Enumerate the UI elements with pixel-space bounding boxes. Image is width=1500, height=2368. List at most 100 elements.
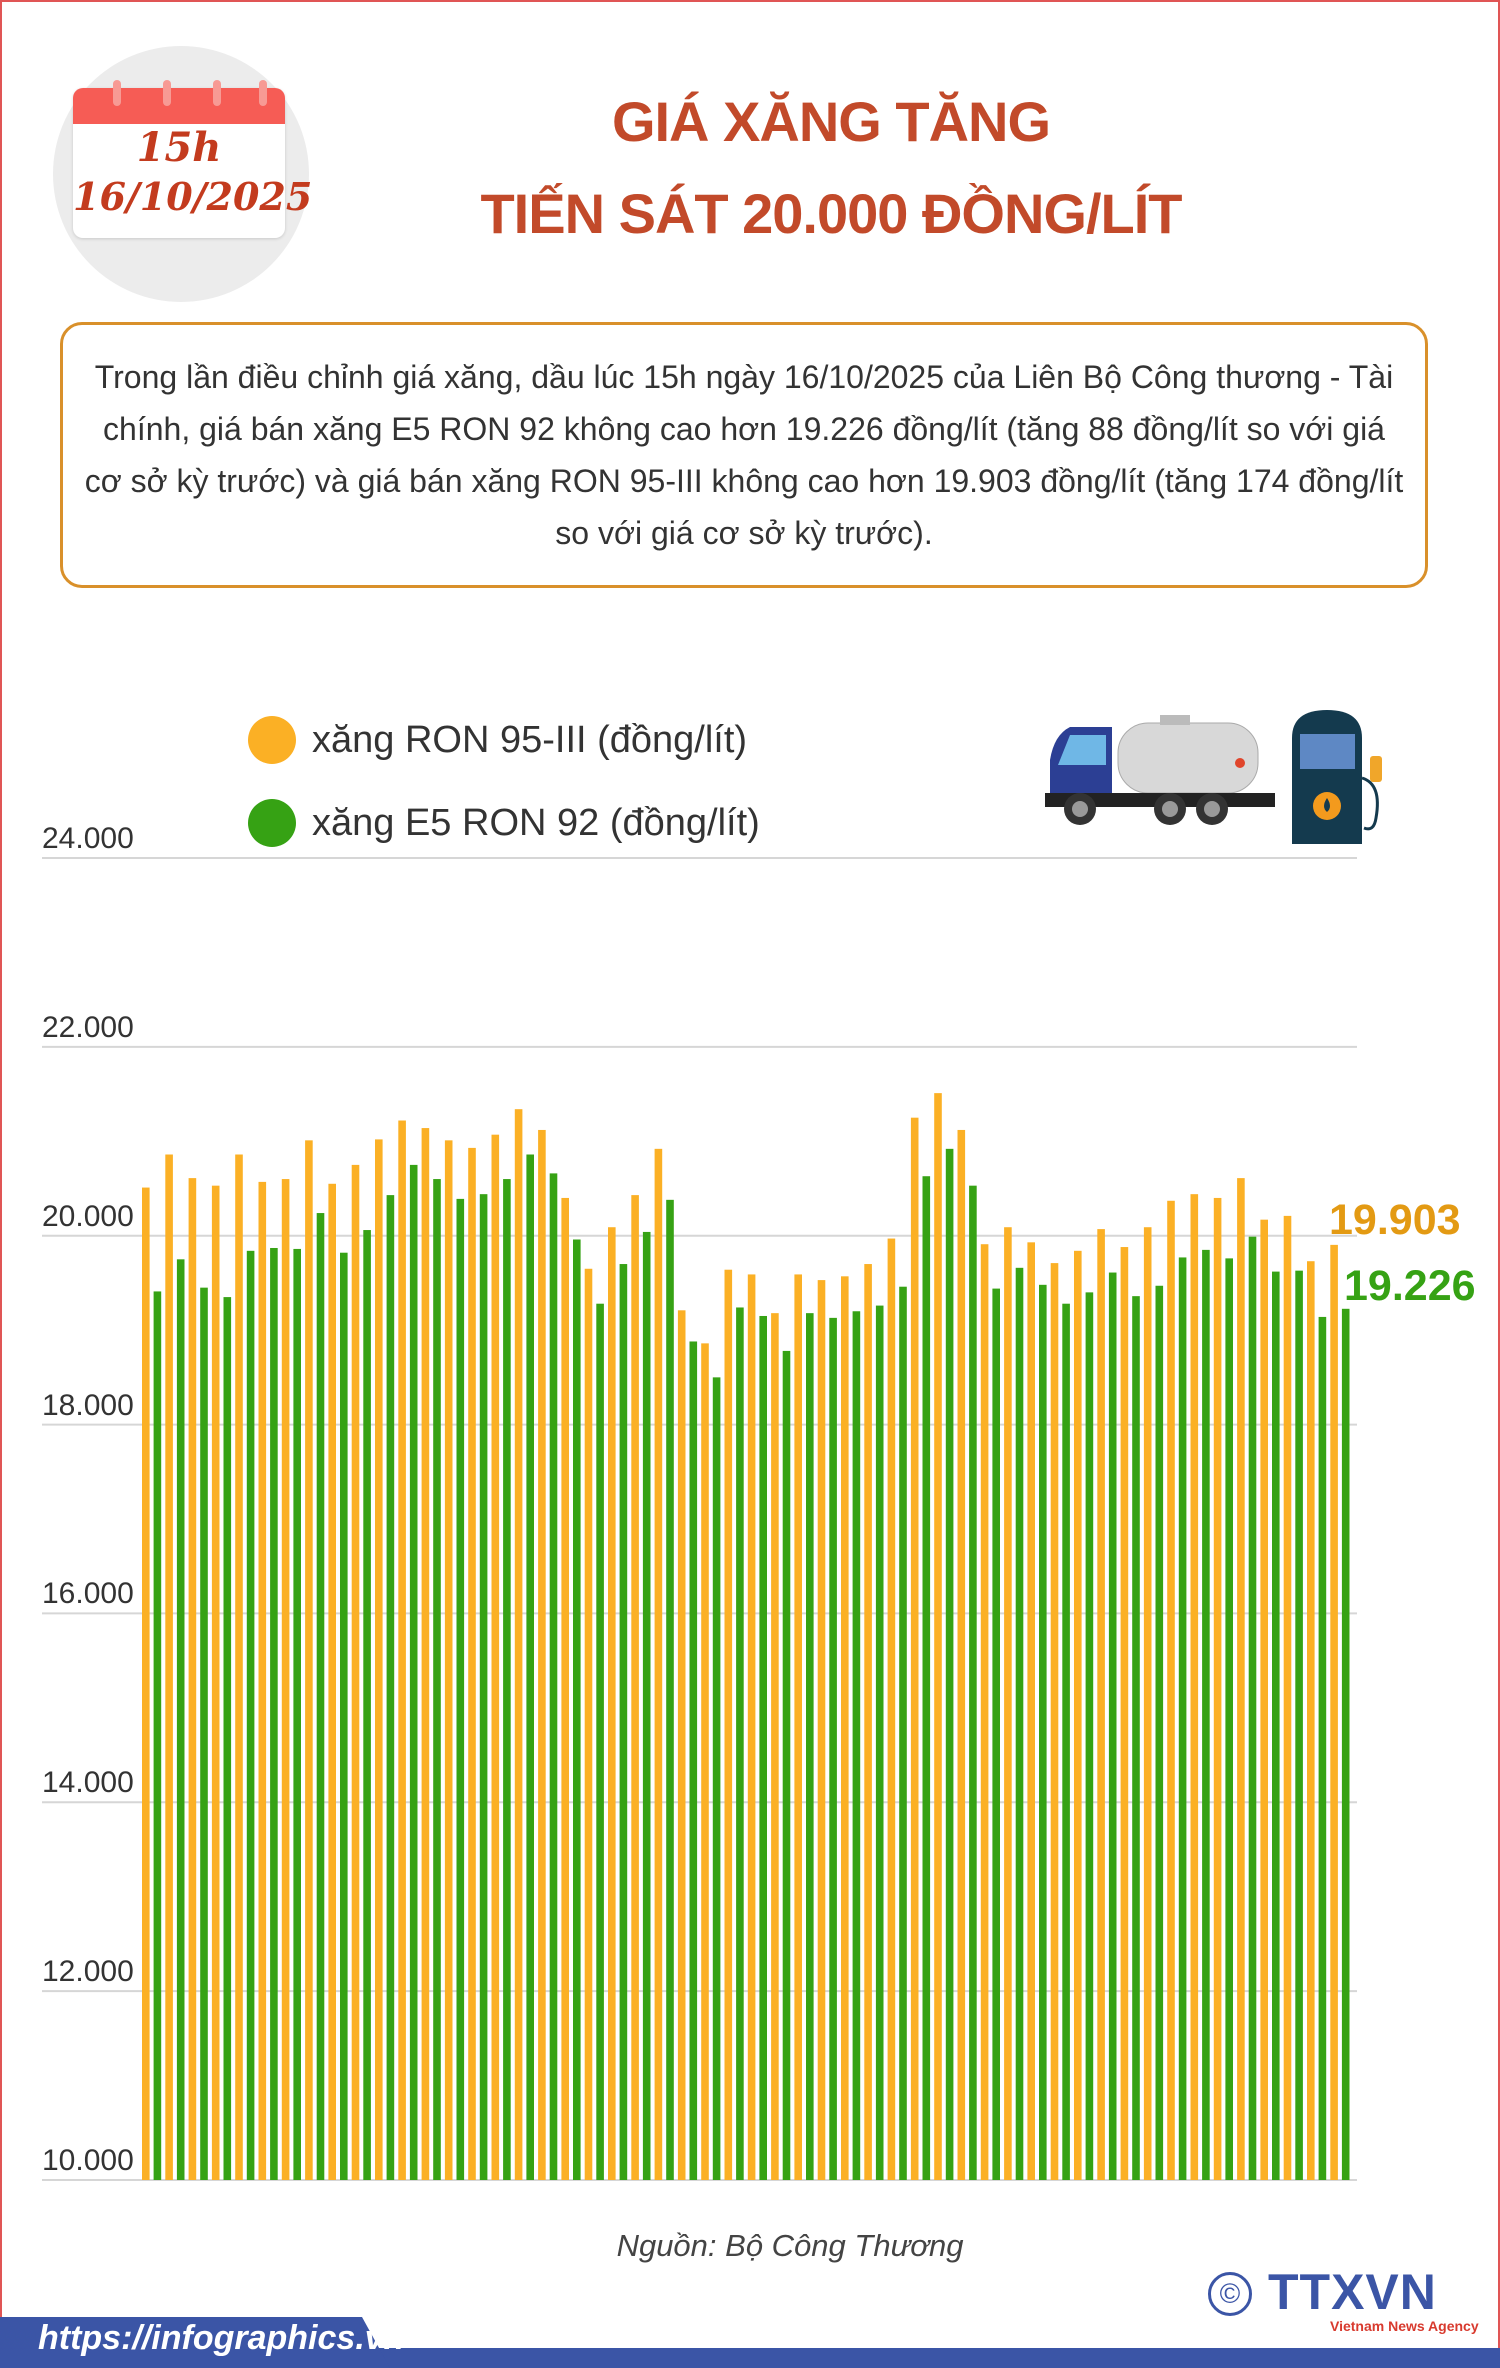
bar-ron95 <box>1283 1215 1292 2180</box>
bar-ron95 <box>258 1181 267 2180</box>
y-tick-label: 20.000 <box>42 1199 134 1233</box>
bar-ron95 <box>724 1269 733 2180</box>
ttxvn-logo: © TTXVN Vietnam News Agency <box>1208 2264 1479 2340</box>
bar-e5 <box>875 1305 884 2180</box>
bar-e5 <box>573 1239 581 2180</box>
bar-e5 <box>829 1317 837 2180</box>
source-note: Nguồn: Bộ Công Thương <box>616 2228 964 2263</box>
bar-e5 <box>223 1297 232 2180</box>
bar-e5 <box>293 1248 301 2180</box>
logo-text: TTXVN <box>1268 2264 1437 2320</box>
fuel-tanker-truck-icon <box>1045 715 1275 825</box>
bar-ron95 <box>514 1109 523 2180</box>
bar-e5 <box>386 1195 395 2180</box>
fuel-pump-icon <box>1292 710 1382 844</box>
bar-ron95 <box>747 1274 756 2180</box>
bar-ron95 <box>1120 1247 1129 2180</box>
y-tick-label: 12.000 <box>42 1955 134 1989</box>
bar-e5 <box>270 1247 278 2180</box>
bar-e5 <box>1272 1271 1280 2180</box>
bar-ron95 <box>165 1154 173 2180</box>
bar-ron95 <box>491 1134 500 2180</box>
bar-ron95 <box>1190 1194 1199 2180</box>
bar-ron95 <box>398 1120 406 2180</box>
bar-e5 <box>619 1264 628 2180</box>
bar-e5 <box>922 1176 931 2180</box>
bar-e5 <box>1062 1303 1070 2180</box>
title-line-2: TIẾN SÁT 20.000 ĐỒNG/LÍT <box>480 182 1182 245</box>
bar-ron95 <box>1260 1219 1268 2180</box>
bar-e5 <box>1085 1292 1094 2180</box>
bar-e5 <box>1341 1308 1350 2180</box>
legend-swatch-orange <box>248 716 296 764</box>
y-tick-label: 22.000 <box>42 1010 134 1044</box>
bar-e5 <box>526 1154 534 2180</box>
bar-e5 <box>992 1288 1000 2180</box>
bar-ron95 <box>421 1128 430 2180</box>
bar-ron95 <box>235 1154 243 2180</box>
bar-ron95 <box>1237 1178 1245 2180</box>
calendar-ring <box>113 80 121 106</box>
footer-url-tab <box>0 2317 390 2368</box>
bar-ron95 <box>584 1268 593 2180</box>
bar-ron95 <box>538 1129 546 2180</box>
bar-e5 <box>759 1315 767 2180</box>
bar-e5 <box>1178 1257 1187 2180</box>
bar-e5 <box>200 1287 208 2180</box>
bar-ron95 <box>1027 1242 1035 2180</box>
bar-e5 <box>153 1291 162 2180</box>
bar-ron95 <box>864 1264 872 2180</box>
bar-ron95 <box>1050 1263 1059 2180</box>
bar-e5 <box>1248 1236 1257 2180</box>
bar-ron95 <box>375 1139 383 2180</box>
logo-subtitle: Vietnam News Agency <box>1330 2318 1479 2334</box>
bar-ron95 <box>1143 1227 1152 2180</box>
bar-e5 <box>316 1213 325 2180</box>
bar-e5 <box>1039 1284 1047 2180</box>
bar-e5 <box>1318 1316 1327 2180</box>
calendar-ring <box>163 80 171 106</box>
bar-ron95 <box>468 1147 476 2180</box>
bar-ron95 <box>817 1280 826 2180</box>
bar-e5 <box>806 1313 814 2180</box>
y-tick-label: 10.000 <box>42 2144 134 2177</box>
calendar-icon: 15h 16/10/2025 <box>73 80 313 238</box>
bar-ron95 <box>1167 1200 1175 2180</box>
calendar-date: 16/10/2025 <box>73 174 313 219</box>
calendar-ring <box>259 80 267 106</box>
bar-e5 <box>456 1198 465 2180</box>
bar-ron95 <box>957 1129 966 2180</box>
bar-ron95 <box>701 1343 709 2180</box>
legend-item-e5: xăng E5 RON 92 (đồng/lít) <box>248 799 760 847</box>
bar-ron95 <box>281 1179 290 2180</box>
bar-e5 <box>969 1185 977 2180</box>
bar-e5 <box>1132 1296 1140 2180</box>
bar-e5 <box>363 1230 371 2180</box>
bar-ron95 <box>351 1164 360 2180</box>
bar-e5 <box>689 1341 698 2180</box>
bar-ron95 <box>910 1117 919 2180</box>
calendar-header <box>73 88 285 124</box>
title-line-1: GIÁ XĂNG TĂNG <box>611 90 1051 153</box>
bar-e5 <box>246 1250 255 2180</box>
bar-e5 <box>782 1350 791 2180</box>
bar-ron95 <box>794 1274 802 2180</box>
bar-ron95 <box>631 1195 639 2180</box>
bar-ron95 <box>328 1183 336 2180</box>
bar-ron95 <box>980 1244 989 2180</box>
bar-ron95 <box>1330 1244 1338 2180</box>
y-tick-label: 18.000 <box>42 1388 134 1422</box>
bar-ron95 <box>1004 1227 1012 2180</box>
website-link[interactable]: https://infographics.vn <box>38 2319 405 2357</box>
bar-ron95 <box>561 1197 569 2180</box>
bar-ron95 <box>211 1185 220 2180</box>
bar-e5 <box>852 1311 861 2180</box>
bar-ron95 <box>1307 1261 1315 2180</box>
bar-e5 <box>503 1179 511 2180</box>
bar-e5 <box>642 1231 651 2180</box>
bar-e5 <box>340 1252 348 2180</box>
y-tick-label: 24.000 <box>42 822 134 855</box>
bar-ron95 <box>142 1187 150 2180</box>
summary-text: Trong lần điều chỉnh giá xăng, dầu lúc 1… <box>84 359 1404 551</box>
